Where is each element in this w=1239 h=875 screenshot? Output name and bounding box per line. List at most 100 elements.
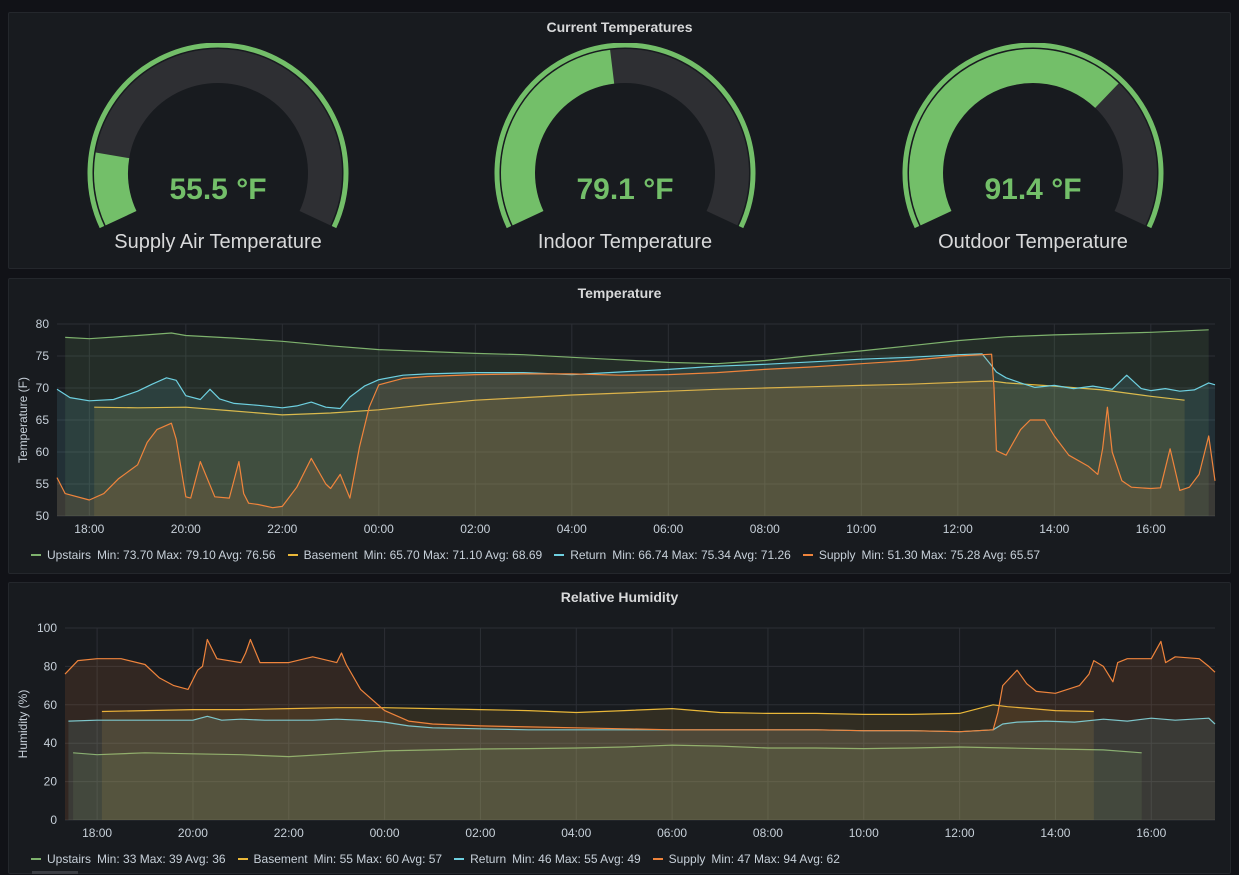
legend-series-name: Upstairs xyxy=(47,548,92,562)
x-tick-label: 08:00 xyxy=(750,522,780,536)
gauge-label: Indoor Temperature xyxy=(537,231,713,253)
legend-item-upstairs[interactable]: Upstairs Min: 33 Max: 39 Avg: 36 xyxy=(31,852,226,866)
legend-item-return[interactable]: Return Min: 46 Max: 55 Avg: 49 xyxy=(454,852,641,866)
x-tick-label: 14:00 xyxy=(1039,522,1069,536)
gauge-fill xyxy=(501,49,615,226)
series-area xyxy=(101,704,1094,820)
x-tick-label: 04:00 xyxy=(561,826,591,840)
x-tick-label: 06:00 xyxy=(657,826,687,840)
y-tick-label: 40 xyxy=(44,736,58,750)
x-tick-label: 00:00 xyxy=(370,826,400,840)
x-tick-label: 14:00 xyxy=(1040,826,1070,840)
relative-humidity-panel: Relative Humidity 0 20 40 60 80 100 18:00 20:00… xyxy=(8,582,1231,874)
y-tick-label: 80 xyxy=(44,659,58,673)
y-tick-label: 100 xyxy=(37,621,57,635)
x-tick-label: 18:00 xyxy=(74,522,104,536)
series-return xyxy=(68,715,1216,820)
gauge-value: 55.5 °F xyxy=(169,173,267,206)
legend-stats: Min: 47 Max: 94 Avg: 62 xyxy=(711,852,840,866)
series-area xyxy=(65,639,1215,820)
supply-air-temperature-gauge: 55.5 °F Supply Air Temperature xyxy=(68,43,368,263)
series-area xyxy=(57,354,1215,516)
legend-item-upstairs[interactable]: Upstairs Min: 73.70 Max: 79.10 Avg: 76.56 xyxy=(31,548,276,562)
y-tick-label: 55 xyxy=(36,477,50,491)
series-line xyxy=(56,353,1216,509)
gauge-label: Supply Air Temperature xyxy=(114,231,322,253)
gauge-fill xyxy=(909,49,1119,226)
y-axis-label: Humidity (%) xyxy=(16,690,30,759)
x-tick-label: 10:00 xyxy=(849,826,879,840)
y-tick-label: 50 xyxy=(36,509,50,523)
outdoor-temperature-gauge: 91.4 °F Outdoor Temperature xyxy=(883,43,1183,263)
panel-title[interactable]: Relative Humidity xyxy=(560,589,679,605)
legend-item-return[interactable]: Return Min: 66.74 Max: 75.34 Avg: 71.26 xyxy=(554,548,791,562)
current-temperatures-panel: Current Temperatures 55.5 °F Supply Air … xyxy=(8,12,1231,269)
legend-series-name: Basement xyxy=(303,548,358,562)
indoor-temperature-gauge: 79.1 °F Indoor Temperature xyxy=(475,43,775,263)
x-tick-label: 20:00 xyxy=(178,826,208,840)
legend-stats: Min: 33 Max: 39 Avg: 36 xyxy=(97,852,226,866)
y-tick-label: 75 xyxy=(36,349,50,363)
temperature-chart[interactable]: 50 55 60 65 70 75 80 18:00 20:00 22:00 00:00 02:00 0… xyxy=(9,279,1232,575)
gauge-value: 79.1 °F xyxy=(576,173,674,206)
legend-series-name: Supply xyxy=(818,548,856,562)
y-axis-label: Temperature (F) xyxy=(16,377,30,463)
series-supply xyxy=(56,353,1216,516)
x-tick-label: 22:00 xyxy=(274,826,304,840)
y-tick-label: 80 xyxy=(36,317,50,331)
chart-grid xyxy=(57,323,1215,517)
series-upstairs xyxy=(65,329,1209,516)
x-tick-label: 12:00 xyxy=(943,522,973,536)
chart-legend: Upstairs Min: 73.70 Max: 79.10 Avg: 76.56… xyxy=(31,548,1052,562)
x-tick-label: 16:00 xyxy=(1136,522,1166,536)
legend-item-supply[interactable]: Supply Min: 47 Max: 94 Avg: 62 xyxy=(652,852,840,866)
x-tick-label: 04:00 xyxy=(557,522,587,536)
legend-item-basement[interactable]: Basement Min: 55 Max: 60 Avg: 57 xyxy=(237,852,442,866)
legend-series-name: Supply xyxy=(668,852,706,866)
x-tick-label: 12:00 xyxy=(945,826,975,840)
y-tick-label: 65 xyxy=(36,413,50,427)
legend-series-name: Return xyxy=(570,548,607,562)
x-tick-label: 22:00 xyxy=(267,522,297,536)
legend-stats: Min: 65.70 Max: 71.10 Avg: 68.69 xyxy=(363,548,543,562)
series-line xyxy=(101,704,1094,715)
x-tick-label: 20:00 xyxy=(171,522,201,536)
x-tick-label: 10:00 xyxy=(846,522,876,536)
x-tick-label: 06:00 xyxy=(653,522,683,536)
legend-stats: Min: 46 Max: 55 Avg: 49 xyxy=(512,852,641,866)
y-tick-label: 60 xyxy=(44,698,58,712)
series-return xyxy=(56,353,1216,516)
series-line xyxy=(68,715,1216,733)
gauge-arc xyxy=(87,43,349,229)
panel-title[interactable]: Temperature xyxy=(577,285,662,301)
series-line xyxy=(73,744,1142,758)
x-tick-label: 18:00 xyxy=(82,826,112,840)
chart-grid xyxy=(65,627,1215,821)
legend-series-name: Return xyxy=(470,852,507,866)
y-tick-label: 0 xyxy=(50,813,57,827)
series-area xyxy=(68,716,1215,820)
gauge-arc xyxy=(902,43,1164,229)
series-area xyxy=(65,329,1209,516)
panel-title[interactable]: Current Temperatures xyxy=(546,19,693,35)
legend-item-supply[interactable]: Supply Min: 51.30 Max: 75.28 Avg: 65.57 xyxy=(802,548,1041,562)
x-tick-label: 02:00 xyxy=(460,522,490,536)
x-tick-label: 00:00 xyxy=(364,522,394,536)
gauge-threshold-ring xyxy=(494,43,756,229)
legend-series-name: Basement xyxy=(253,852,308,866)
x-tick-label: 16:00 xyxy=(1136,826,1166,840)
y-tick-label: 20 xyxy=(44,775,58,789)
gauge-value: 91.4 °F xyxy=(984,173,1082,206)
legend-stats: Min: 73.70 Max: 79.10 Avg: 76.56 xyxy=(97,548,276,562)
y-tick-label: 70 xyxy=(36,381,50,395)
x-tick-label: 08:00 xyxy=(753,826,783,840)
gauge-arc xyxy=(494,43,756,229)
gauge-fill xyxy=(94,152,137,226)
humidity-chart[interactable]: 0 20 40 60 80 100 18:00 20:00 22:00 00:00 02:00 04:… xyxy=(9,583,1232,875)
legend-stats: Min: 51.30 Max: 75.28 Avg: 65.57 xyxy=(861,548,1041,562)
legend-item-basement[interactable]: Basement Min: 65.70 Max: 71.10 Avg: 68.69 xyxy=(287,548,543,562)
series-upstairs xyxy=(73,744,1142,820)
series-area xyxy=(73,745,1142,820)
gauge-threshold-ring xyxy=(87,43,349,229)
x-tick-label: 02:00 xyxy=(465,826,495,840)
